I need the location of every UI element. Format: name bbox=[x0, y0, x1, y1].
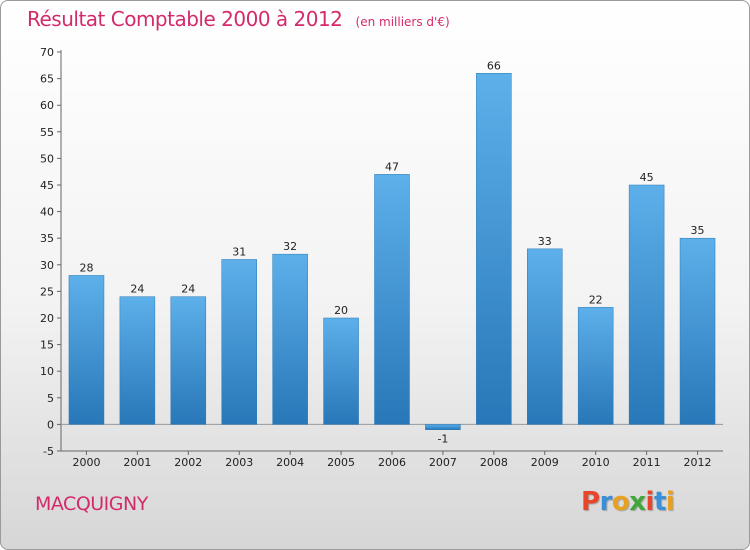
x-tick-label: 2009 bbox=[531, 456, 559, 469]
x-tick-label: 2004 bbox=[276, 456, 304, 469]
proxiti-logo-letter: r bbox=[599, 487, 613, 517]
proxiti-logo-letter: P bbox=[581, 487, 600, 517]
x-tick-label: 2012 bbox=[684, 456, 712, 469]
x-tick-label: 2000 bbox=[72, 456, 100, 469]
bar-value-label: 32 bbox=[283, 240, 297, 253]
proxiti-logo-letter: i bbox=[645, 487, 655, 517]
bar-value-label: 28 bbox=[79, 261, 93, 274]
bar-value-label: -1 bbox=[437, 433, 448, 446]
chart-axes: -5 0 5 10 15 20 25 30 35 40 45 50 55 60 65 70 bbox=[40, 46, 723, 458]
chart-header: Résultat Comptable 2000 à 2012 (en milli… bbox=[27, 7, 450, 31]
chart-title: Résultat Comptable 2000 à 2012 bbox=[27, 7, 343, 31]
y-tick-label: 15 bbox=[40, 339, 54, 352]
y-tick-label: 55 bbox=[40, 126, 54, 139]
bar bbox=[425, 424, 461, 430]
bar-value-label: 47 bbox=[385, 160, 399, 173]
bar-value-label: 20 bbox=[334, 304, 348, 317]
bar-value-label: 24 bbox=[130, 283, 144, 296]
proxiti-logo-letter: i bbox=[665, 487, 675, 517]
y-tick-label: 40 bbox=[40, 206, 54, 219]
y-tick-label: 35 bbox=[40, 232, 54, 245]
chart-labels: 28 2000 24 2001 24 2002 31 2003 32 2004 20 2005 47 20… bbox=[72, 59, 711, 469]
x-tick-label: 2007 bbox=[429, 456, 457, 469]
bar bbox=[476, 73, 512, 425]
bar bbox=[679, 237, 716, 425]
bar bbox=[323, 317, 359, 425]
proxiti-logo-letter: o bbox=[611, 487, 630, 517]
y-tick-label: 20 bbox=[40, 312, 54, 325]
bar-value-label: 35 bbox=[691, 224, 705, 237]
bar-value-label: 33 bbox=[538, 235, 552, 248]
bar-value-label: 31 bbox=[232, 245, 246, 258]
chart-bars bbox=[68, 73, 716, 430]
x-tick-label: 2002 bbox=[174, 456, 202, 469]
bar bbox=[527, 248, 563, 425]
y-tick-label: 5 bbox=[47, 392, 54, 405]
bar-value-label: 22 bbox=[589, 293, 603, 306]
x-tick-label: 2008 bbox=[480, 456, 508, 469]
proxiti-logo-letter: t bbox=[653, 487, 666, 517]
y-tick-label: 50 bbox=[40, 152, 54, 165]
x-tick-label: 2011 bbox=[633, 456, 661, 469]
y-tick-label: -5 bbox=[43, 445, 54, 458]
bar bbox=[119, 296, 156, 425]
x-tick-label: 2005 bbox=[327, 456, 355, 469]
bar bbox=[68, 275, 105, 425]
y-tick-label: 70 bbox=[40, 46, 54, 59]
bar bbox=[272, 253, 308, 425]
bar bbox=[374, 174, 410, 425]
bar bbox=[628, 184, 665, 425]
x-tick-label: 2003 bbox=[225, 456, 253, 469]
y-tick-label: 60 bbox=[40, 99, 54, 112]
bar bbox=[170, 296, 207, 425]
x-tick-label: 2006 bbox=[378, 456, 406, 469]
bar bbox=[577, 307, 614, 425]
x-tick-label: 2001 bbox=[123, 456, 151, 469]
y-tick-label: 65 bbox=[40, 73, 54, 86]
town-name: MACQUIGNY bbox=[35, 493, 148, 515]
bar-value-label: 45 bbox=[640, 171, 654, 184]
y-tick-label: 0 bbox=[47, 418, 54, 431]
bar-value-label: 24 bbox=[181, 283, 195, 296]
chart-subtitle: (en milliers d'€) bbox=[355, 15, 450, 29]
bar bbox=[221, 259, 257, 425]
proxiti-logo: Proxiti bbox=[581, 487, 675, 517]
y-tick-label: 45 bbox=[40, 179, 54, 192]
proxiti-logo-letter: x bbox=[629, 487, 646, 517]
y-tick-label: 25 bbox=[40, 285, 54, 298]
x-tick-label: 2010 bbox=[582, 456, 610, 469]
bar-value-label: 66 bbox=[487, 59, 501, 72]
y-tick-label: 30 bbox=[40, 259, 54, 272]
y-tick-label: 10 bbox=[40, 365, 54, 378]
